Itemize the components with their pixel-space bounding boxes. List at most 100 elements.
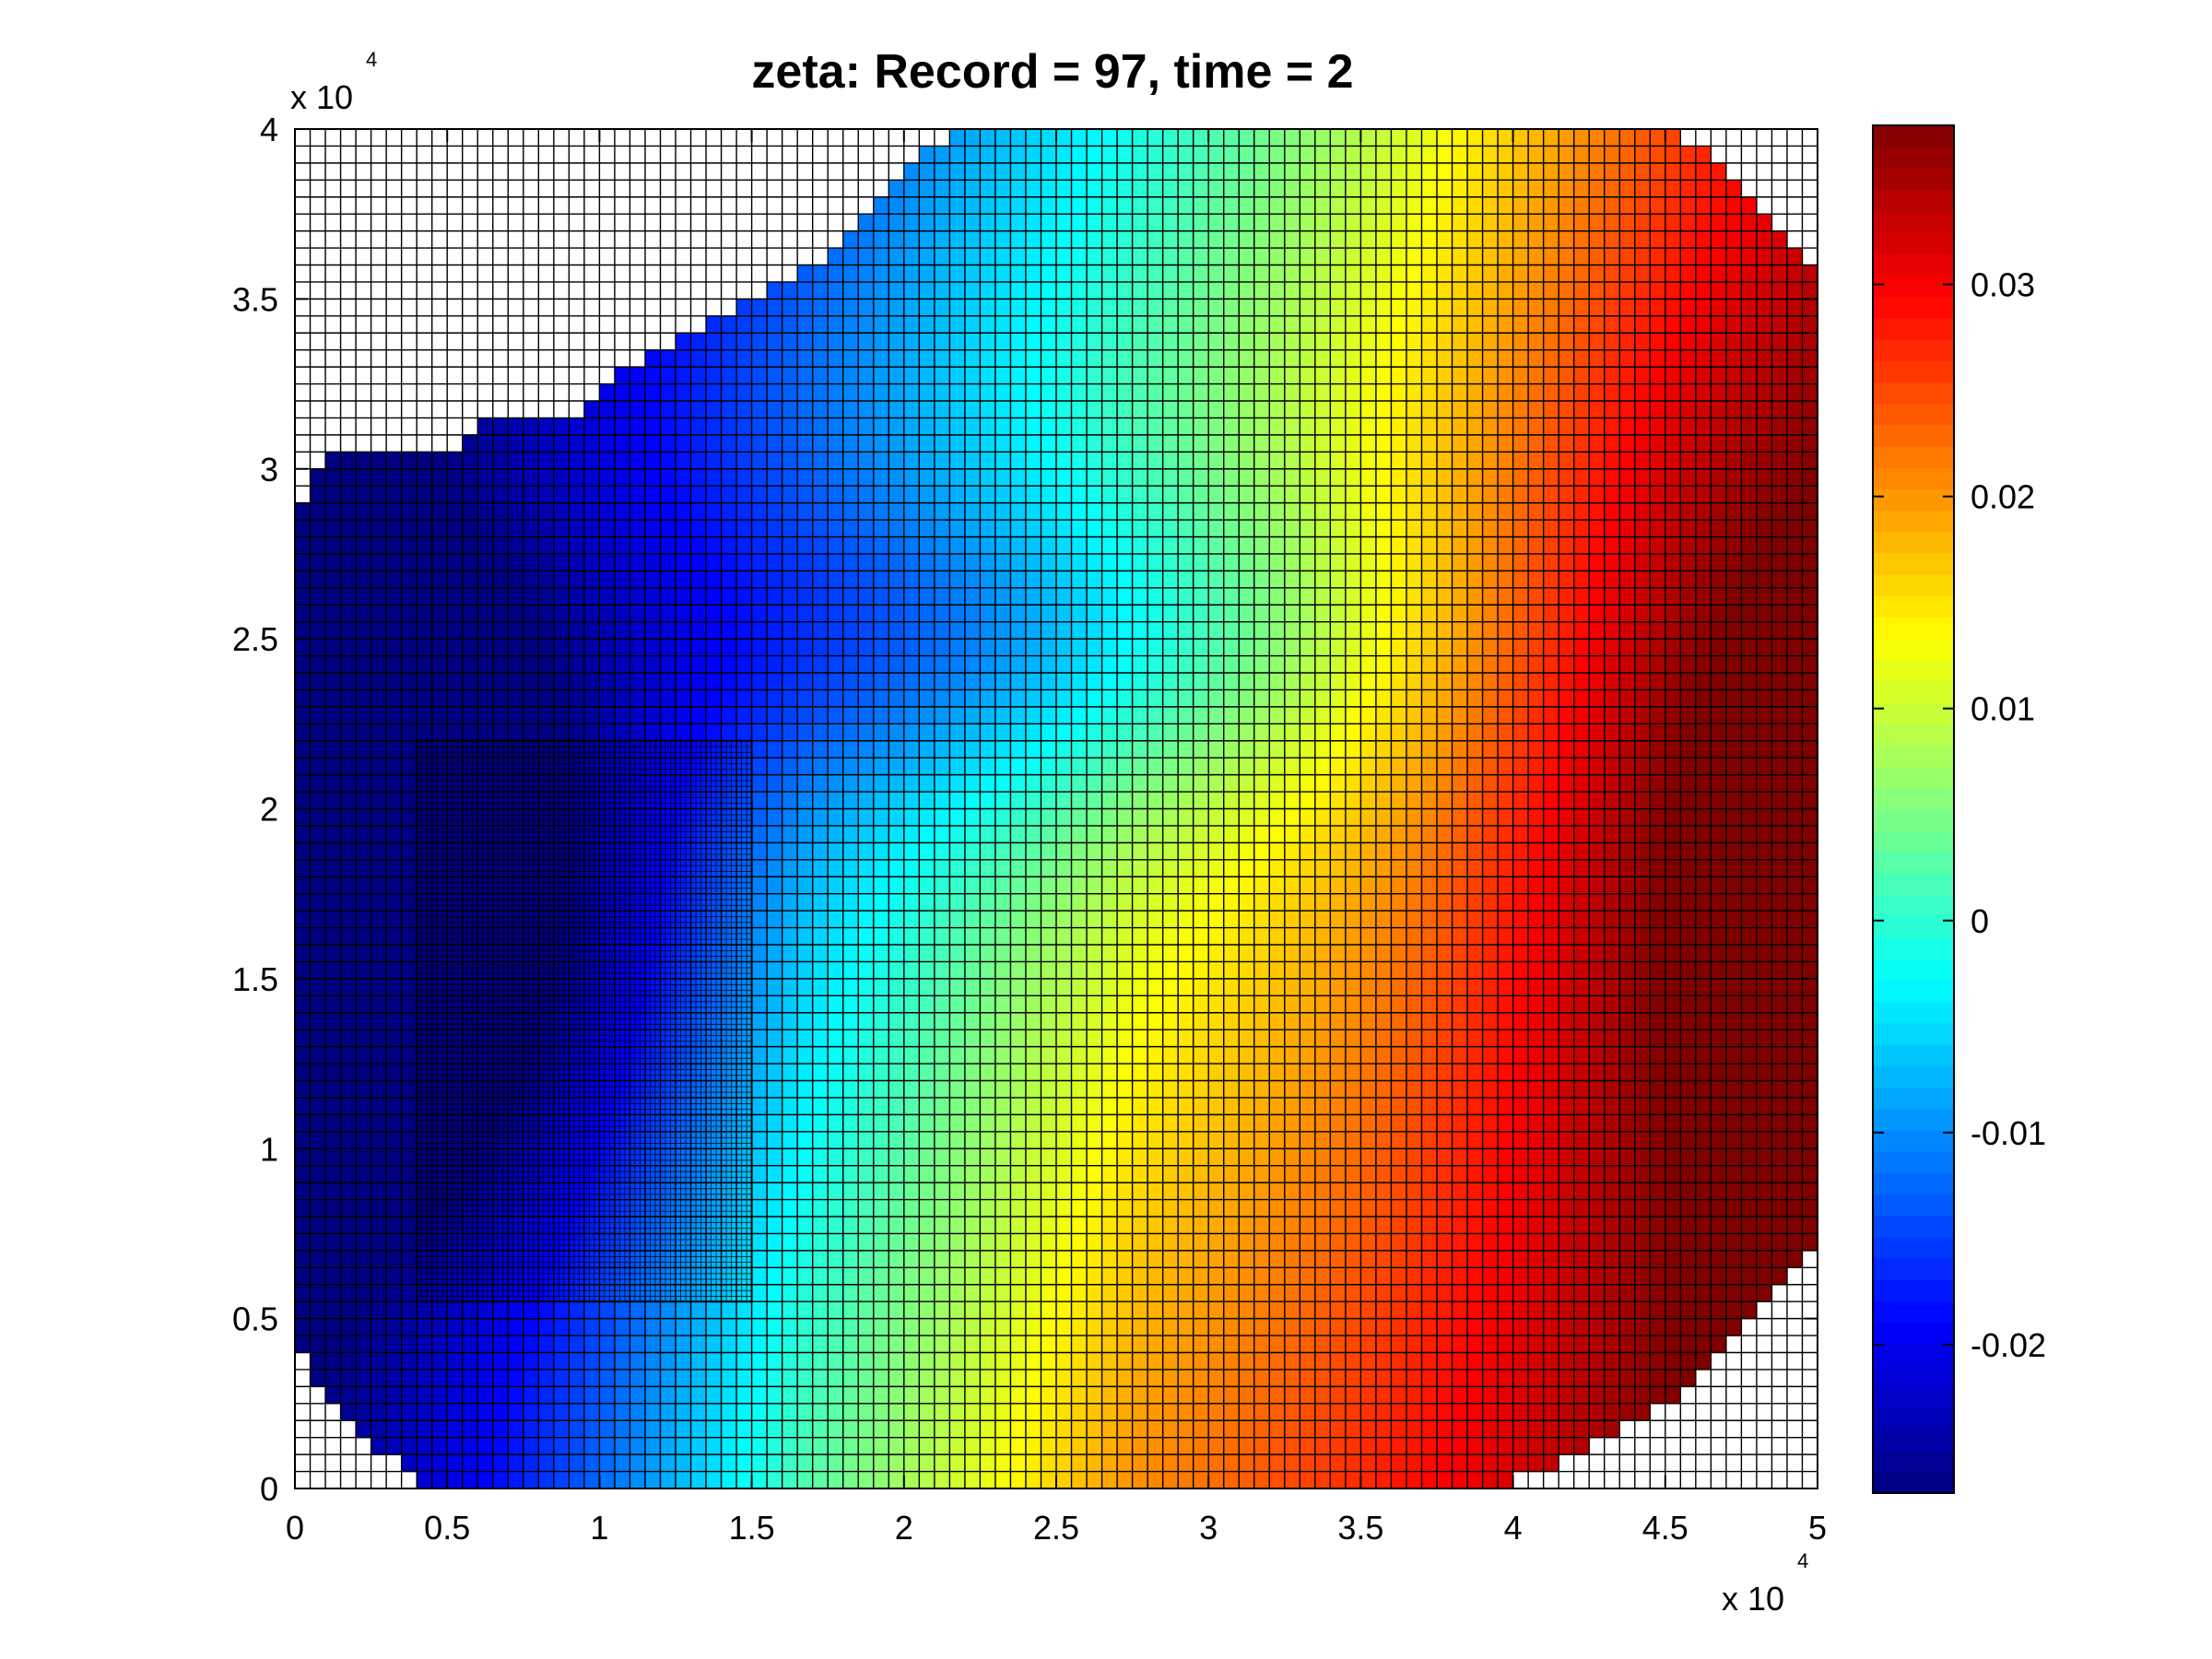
heatmap-cell [1239,571,1255,589]
heatmap-cell [1284,1114,1300,1133]
heatmap-cell [1147,571,1164,589]
heatmap-cell [553,520,570,538]
heatmap-cell [569,520,585,538]
heatmap-cell [980,877,996,895]
heatmap-cell [1482,281,1499,300]
heatmap-cell [1253,621,1270,640]
heatmap-cell [1314,961,1331,980]
heatmap-cell [538,1454,555,1473]
heatmap-cell [1147,1284,1164,1302]
heatmap-cell [356,945,372,963]
heatmap-cell [1041,520,1057,538]
heatmap-cell [1330,333,1347,351]
heatmap-cell [1437,1233,1453,1252]
heatmap-cell [523,571,539,589]
heatmap-cell [1360,961,1377,980]
heatmap-cell [1087,1012,1103,1030]
heatmap-cell [1117,248,1134,266]
heatmap-cell [994,792,1012,810]
heatmap-cell [1391,1471,1407,1489]
heatmap-cell [812,605,829,623]
heatmap-cell [1314,196,1331,215]
heatmap-cell [1178,1046,1194,1065]
heatmap-cell [873,536,889,555]
heatmap-cell [371,639,387,657]
heatmap-cell [736,673,753,691]
heatmap-cell [295,536,312,555]
heatmap-cell [1284,1097,1300,1115]
heatmap-cell [1025,502,1042,521]
heatmap-cell [842,468,859,487]
heatmap-cell [1223,587,1240,606]
heatmap-cell [660,401,677,419]
heatmap-cell [310,792,326,810]
heatmap-cell [325,1233,342,1252]
heatmap-cell [1087,689,1103,708]
heatmap-cell [1360,486,1377,504]
heatmap-cell [1406,1454,1423,1473]
heatmap-cell [873,486,889,504]
heatmap-cell [1269,825,1286,843]
heatmap-cell [842,1064,859,1082]
heatmap-cell [1482,1403,1499,1421]
heatmap-cell [417,724,433,742]
heatmap-cell [1162,842,1179,861]
heatmap-cell [1421,146,1438,164]
heatmap-cell [1071,452,1088,470]
heatmap-cell [1041,1437,1057,1455]
heatmap-cell [1375,1064,1393,1082]
heatmap-cell [1421,808,1438,827]
heatmap-cell [477,673,494,691]
heatmap-cell [1162,315,1179,334]
heatmap-cell [1330,689,1347,708]
heatmap-cell [934,961,950,980]
heatmap-cell [1375,571,1393,589]
heatmap-cell [1162,1386,1179,1405]
heatmap-cell [782,1012,798,1030]
heatmap-cell [1025,536,1042,555]
heatmap-cell [1284,1064,1300,1082]
heatmap-cell [1452,706,1468,724]
heatmap-cell [1452,401,1468,419]
heatmap-cell [994,367,1012,385]
heatmap-cell [842,605,859,623]
heatmap-cell [1314,1233,1331,1252]
heatmap-cell [828,1148,844,1167]
heatmap-cell [1239,1012,1255,1030]
heatmap-cell [842,1386,859,1405]
heatmap-cell [1391,434,1407,453]
heatmap-cell [1056,434,1073,453]
heatmap-cell [614,1352,631,1371]
heatmap-cell [721,673,737,691]
heatmap-cell [1056,1267,1073,1286]
heatmap-cell [1208,265,1225,283]
heatmap-cell [462,639,478,657]
heatmap-cell [1482,1318,1499,1336]
heatmap-cell [462,468,478,487]
heatmap-cell [1132,621,1148,640]
heatmap-cell [1101,587,1118,606]
heatmap-cell [1223,995,1240,1014]
heatmap-cell [295,673,312,691]
heatmap-cell [1162,740,1179,759]
heatmap-cell [1223,214,1240,232]
heatmap-cell [767,1182,783,1201]
heatmap-cell [1147,146,1164,164]
heatmap-cell [782,281,798,300]
heatmap-cell [1375,1199,1393,1218]
heatmap-cell [371,1097,387,1115]
heatmap-cell [1178,1352,1194,1371]
heatmap-cell [797,1454,814,1473]
heatmap-cell [1391,1267,1407,1286]
heatmap-cell [417,1369,433,1387]
heatmap-cell [477,434,494,453]
heatmap-cell [1345,1471,1361,1489]
heatmap-cell [462,1352,478,1371]
heatmap-cell [1071,162,1088,181]
heatmap-cell [903,1165,920,1183]
heatmap-cell [1117,587,1134,606]
heatmap-cell [1101,1352,1118,1371]
heatmap-cell [1314,214,1331,232]
heatmap-cell [964,1131,981,1149]
heatmap-cell [1421,553,1438,571]
